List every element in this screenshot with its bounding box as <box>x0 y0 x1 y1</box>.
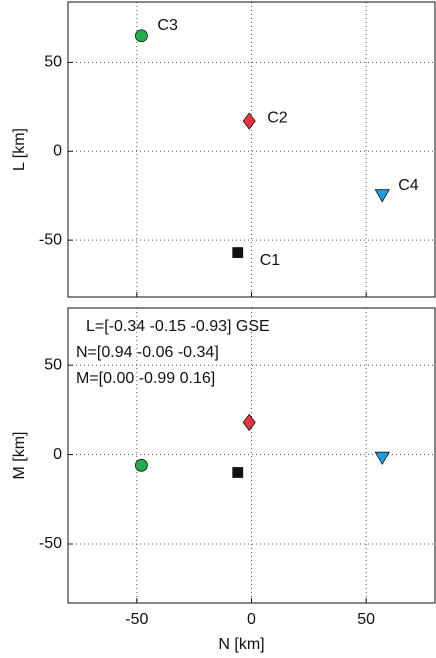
y-tick-label: 0 <box>53 446 62 463</box>
point <box>242 112 256 130</box>
annotation: N=[0.94 -0.06 -0.34] <box>76 344 219 361</box>
y-axis-label: L [km] <box>11 128 28 171</box>
annotation: M=[0.00 -0.99 0.16] <box>76 370 215 387</box>
y-tick-label: 50 <box>44 54 62 71</box>
y-tick-label: 50 <box>44 356 62 373</box>
point-label: C2 <box>267 109 288 126</box>
point <box>242 413 256 432</box>
point <box>232 467 244 478</box>
y-tick-label: 0 <box>53 142 62 159</box>
x-tick-label: -50 <box>125 611 148 628</box>
x-tick-label: 50 <box>357 611 375 628</box>
axes-frame <box>67 307 436 604</box>
point-label: C1 <box>260 252 281 269</box>
point-label: C4 <box>398 177 419 194</box>
y-axis-label: M [km] <box>11 432 28 480</box>
point <box>134 458 148 472</box>
point-label: C3 <box>157 17 178 34</box>
x-tick-label: 0 <box>247 611 256 628</box>
point <box>374 451 390 465</box>
x-axis-label: N [km] <box>218 636 264 653</box>
point <box>374 189 390 203</box>
y-tick-label: -50 <box>39 535 62 552</box>
point <box>134 29 148 43</box>
annotation: L=[-0.34 -0.15 -0.93] GSE <box>86 318 270 335</box>
point <box>232 247 244 258</box>
y-tick-label: -50 <box>39 231 62 248</box>
axes-frame <box>67 1 436 298</box>
